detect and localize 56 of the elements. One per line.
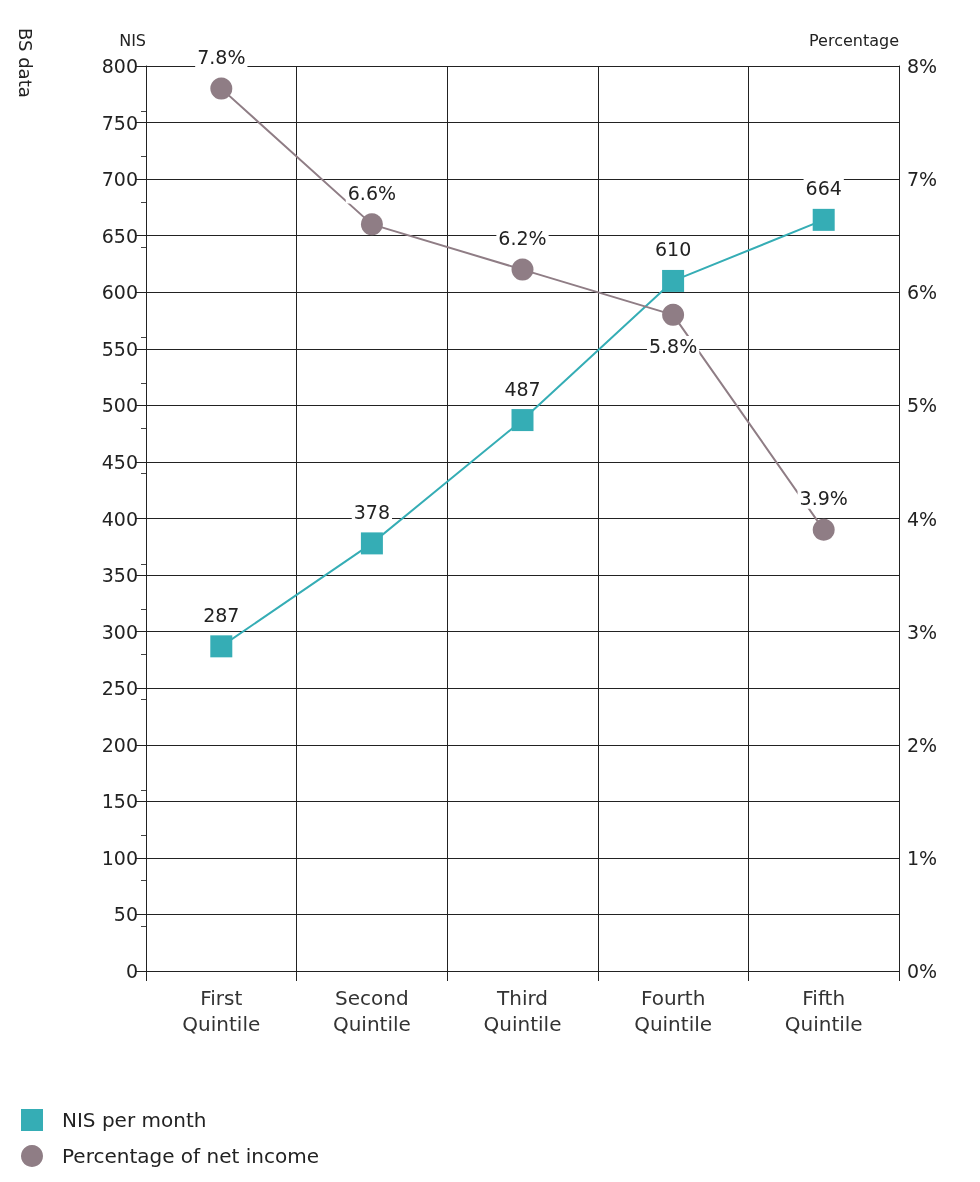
data-label: 487 [504,377,541,400]
point [511,258,534,281]
y-tick-label: 800 [101,55,138,77]
x-tick-label: Fourth Quintile [634,986,713,1036]
point [360,532,383,555]
x-tick-label: Second Quintile [332,986,411,1036]
data-label: 5.8% [648,335,698,358]
text: BS data [14,28,36,98]
point [360,213,383,236]
y-tick-label: 100 [101,846,138,869]
data-label: 7.8% [197,46,246,69]
x-tick-label: Fifth Quintile [784,986,863,1036]
y-tick-label: 150 [101,790,138,813]
data-label: 664 [805,177,842,200]
y-tick-label: 300 [101,620,138,643]
y-tick-label: 0 [125,960,138,982]
y2-tick-label: 6% [907,281,938,304]
y2-tick-label: 1% [907,846,938,869]
y-tick-label: 250 [101,677,138,700]
y-axis-title: NIS [119,30,146,50]
legend-label: NIS per month [62,1108,207,1132]
data-label: 6.2% [498,227,547,250]
point [210,635,233,658]
point [511,409,534,432]
legend-label: Percentage of net income [62,1144,319,1168]
data-label: 3.9% [799,487,848,510]
y2-tick-label: 3% [907,620,938,643]
data-label: 610 [654,238,692,261]
y-tick-label: 600 [101,281,138,304]
y2-tick-label: 7% [907,168,938,191]
y-tick-label: 50 [113,903,138,926]
data-label: 378 [353,500,391,523]
data-label: 6.6% [347,181,397,204]
point [662,269,685,292]
point [210,77,233,100]
y-tick-label: 500 [101,394,138,417]
point [662,303,685,326]
y-tick-label: 450 [101,450,138,473]
y2-tick-label: 4% [907,507,938,530]
data-label: 287 [203,603,240,626]
x-tick-label: First Quintile [182,986,261,1036]
y2-tick-label: 5% [907,394,938,417]
y-tick-label: 750 [101,111,138,134]
y2-tick-label: 0% [907,960,938,982]
x-tick-label: Third Quintile [483,986,562,1036]
y2-tick-label: 2% [907,733,938,756]
point [812,208,835,231]
y-tick-label: 350 [101,564,138,587]
y-tick-label: 400 [101,507,138,530]
y-tick-label: 650 [101,224,138,247]
y-tick-label: 200 [101,733,138,756]
point [812,518,835,541]
y2-tick-label: 8% [907,55,938,77]
y-tick-label: 700 [101,168,138,191]
y-tick-label: 550 [101,337,138,360]
y2-axis-title: Percentage [808,30,899,50]
